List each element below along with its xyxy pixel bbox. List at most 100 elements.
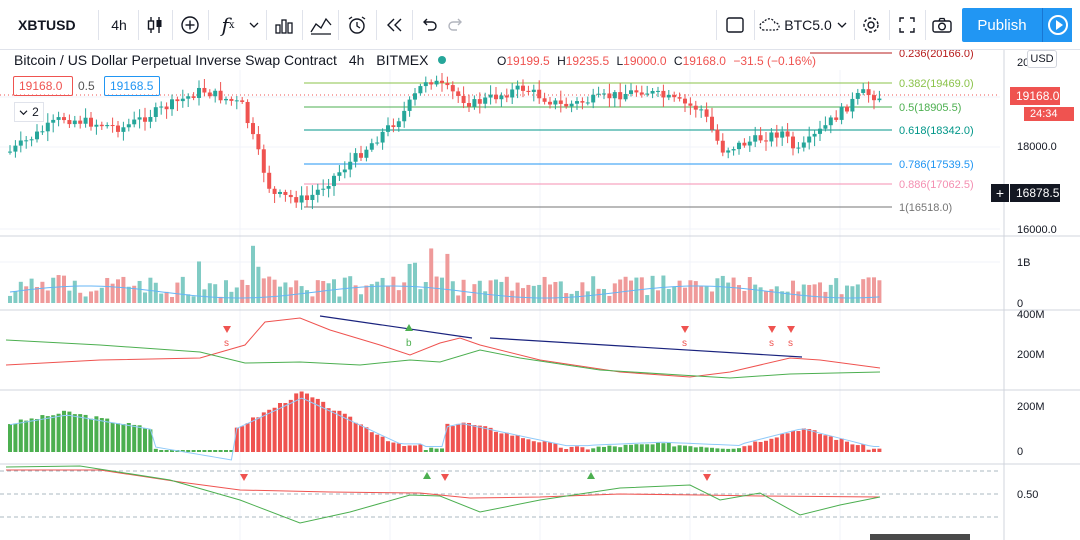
replay-play-button[interactable] (1042, 8, 1072, 42)
legend-exchange: BITMEX (376, 52, 429, 68)
fullscreen-icon[interactable] (893, 8, 921, 42)
histogram-bar (785, 433, 790, 452)
histogram-bar (332, 410, 336, 452)
save-layout-name[interactable]: BTC5.0 (784, 17, 832, 33)
candle-body (531, 89, 536, 92)
sell-price-button[interactable]: 19168.0 (13, 76, 73, 96)
histogram-bar (693, 447, 698, 452)
volume-bar (477, 280, 482, 303)
redo-icon[interactable] (442, 8, 470, 42)
volume-bar (569, 293, 574, 303)
volume-bar (623, 276, 628, 303)
histogram-bar (656, 442, 660, 452)
replay-icon[interactable] (380, 8, 410, 42)
layout-square-icon[interactable] (720, 8, 750, 42)
buy-price-button[interactable]: 19168.5 (104, 76, 160, 96)
plus-circle-icon[interactable] (176, 8, 204, 42)
histogram-bar (845, 441, 849, 452)
histogram-bar (245, 423, 250, 452)
toolbar-divider (98, 10, 99, 40)
add-order-plus-button[interactable]: + (991, 184, 1009, 202)
histogram-bar (94, 416, 99, 452)
volume-bar (29, 278, 34, 303)
candlestick-icon[interactable] (141, 8, 169, 42)
histogram-bar (758, 441, 763, 452)
toolbar-divider (138, 10, 139, 40)
candle-body (872, 95, 876, 101)
fib-retracement[interactable]: 0.236(20166.0) 0.382(19469.0) 0.5(18905.5)… (304, 50, 974, 214)
volume-bar (521, 288, 525, 303)
volume-bar (418, 289, 423, 303)
candle-body (515, 85, 520, 90)
volume-bar (83, 296, 88, 303)
volume-bar (758, 287, 763, 303)
fib-level-label: 0.382(19469.0) (899, 78, 974, 90)
candle-body (56, 117, 61, 120)
cloud-icon[interactable] (758, 8, 782, 42)
volume-axis-label: 0 (1017, 298, 1023, 310)
candle-body (861, 89, 866, 93)
toolbar-divider (376, 10, 377, 40)
candle-body (434, 80, 439, 85)
indicators-toggle[interactable]: 2 (14, 102, 44, 122)
histogram-bar (29, 418, 34, 452)
histogram-bar (877, 448, 882, 452)
volume-bar (488, 280, 493, 303)
candle-body (116, 125, 120, 132)
gear-icon[interactable] (857, 8, 885, 42)
histogram-bar (153, 448, 158, 452)
volume-bar (159, 293, 164, 303)
currency-button[interactable]: USD (1027, 50, 1057, 68)
interval-button[interactable]: 4h (111, 17, 127, 33)
volume-bar (299, 286, 304, 303)
volume-bar (812, 284, 817, 303)
candle-body (418, 86, 423, 94)
histogram-bar (62, 410, 66, 452)
volume-bar (326, 283, 331, 303)
candle-body (780, 131, 785, 138)
histogram-bar (618, 447, 623, 452)
candle-body (272, 188, 277, 194)
series-legend[interactable]: Bitcoin / US Dollar Perpetual Inverse Sw… (14, 52, 452, 68)
histogram-bar (629, 444, 633, 452)
histogram-bar (224, 450, 228, 452)
volume-bar (332, 279, 336, 303)
histogram-bar (294, 393, 299, 452)
chart-canvas[interactable]: 0.236(20166.0) 0.382(19469.0) 0.5(18905.5)… (0, 50, 1080, 540)
candle-body (607, 93, 612, 99)
candle-body (67, 120, 72, 125)
low-value: 19000.0 (623, 54, 667, 68)
sell-signal-icon (441, 474, 449, 481)
histogram-bar (704, 447, 709, 452)
volume-bar (828, 284, 833, 303)
alarm-icon[interactable] (342, 8, 372, 42)
templates-icon[interactable] (306, 8, 336, 42)
volume-bar (24, 286, 29, 303)
chevron-down-icon[interactable] (834, 8, 850, 42)
volume-bar (261, 278, 266, 303)
high-value: 19235.5 (565, 54, 610, 68)
histogram-bar (612, 446, 617, 452)
candle-body (645, 93, 650, 95)
histogram-bar (834, 439, 839, 452)
symbol-search[interactable]: XBTUSD (18, 17, 76, 33)
volume-bar (548, 284, 552, 303)
candle-body (731, 149, 736, 151)
volume-bar (834, 278, 839, 303)
histogram-bar (299, 391, 304, 452)
fib-level-label: 0.886(17062.5) (899, 179, 974, 191)
histogram-bar (564, 449, 569, 452)
publish-button[interactable]: Publish (962, 8, 1042, 42)
histogram-bar (596, 446, 601, 452)
chevron-down-icon[interactable] (244, 8, 264, 42)
candle-body (467, 103, 471, 107)
histogram-bar (116, 423, 120, 452)
bar-style-icon[interactable] (270, 8, 298, 42)
camera-icon[interactable] (928, 8, 956, 42)
histogram-bar (764, 440, 768, 452)
undo-icon[interactable] (415, 8, 443, 42)
candle-body (170, 99, 174, 110)
volume-bar (866, 277, 871, 303)
